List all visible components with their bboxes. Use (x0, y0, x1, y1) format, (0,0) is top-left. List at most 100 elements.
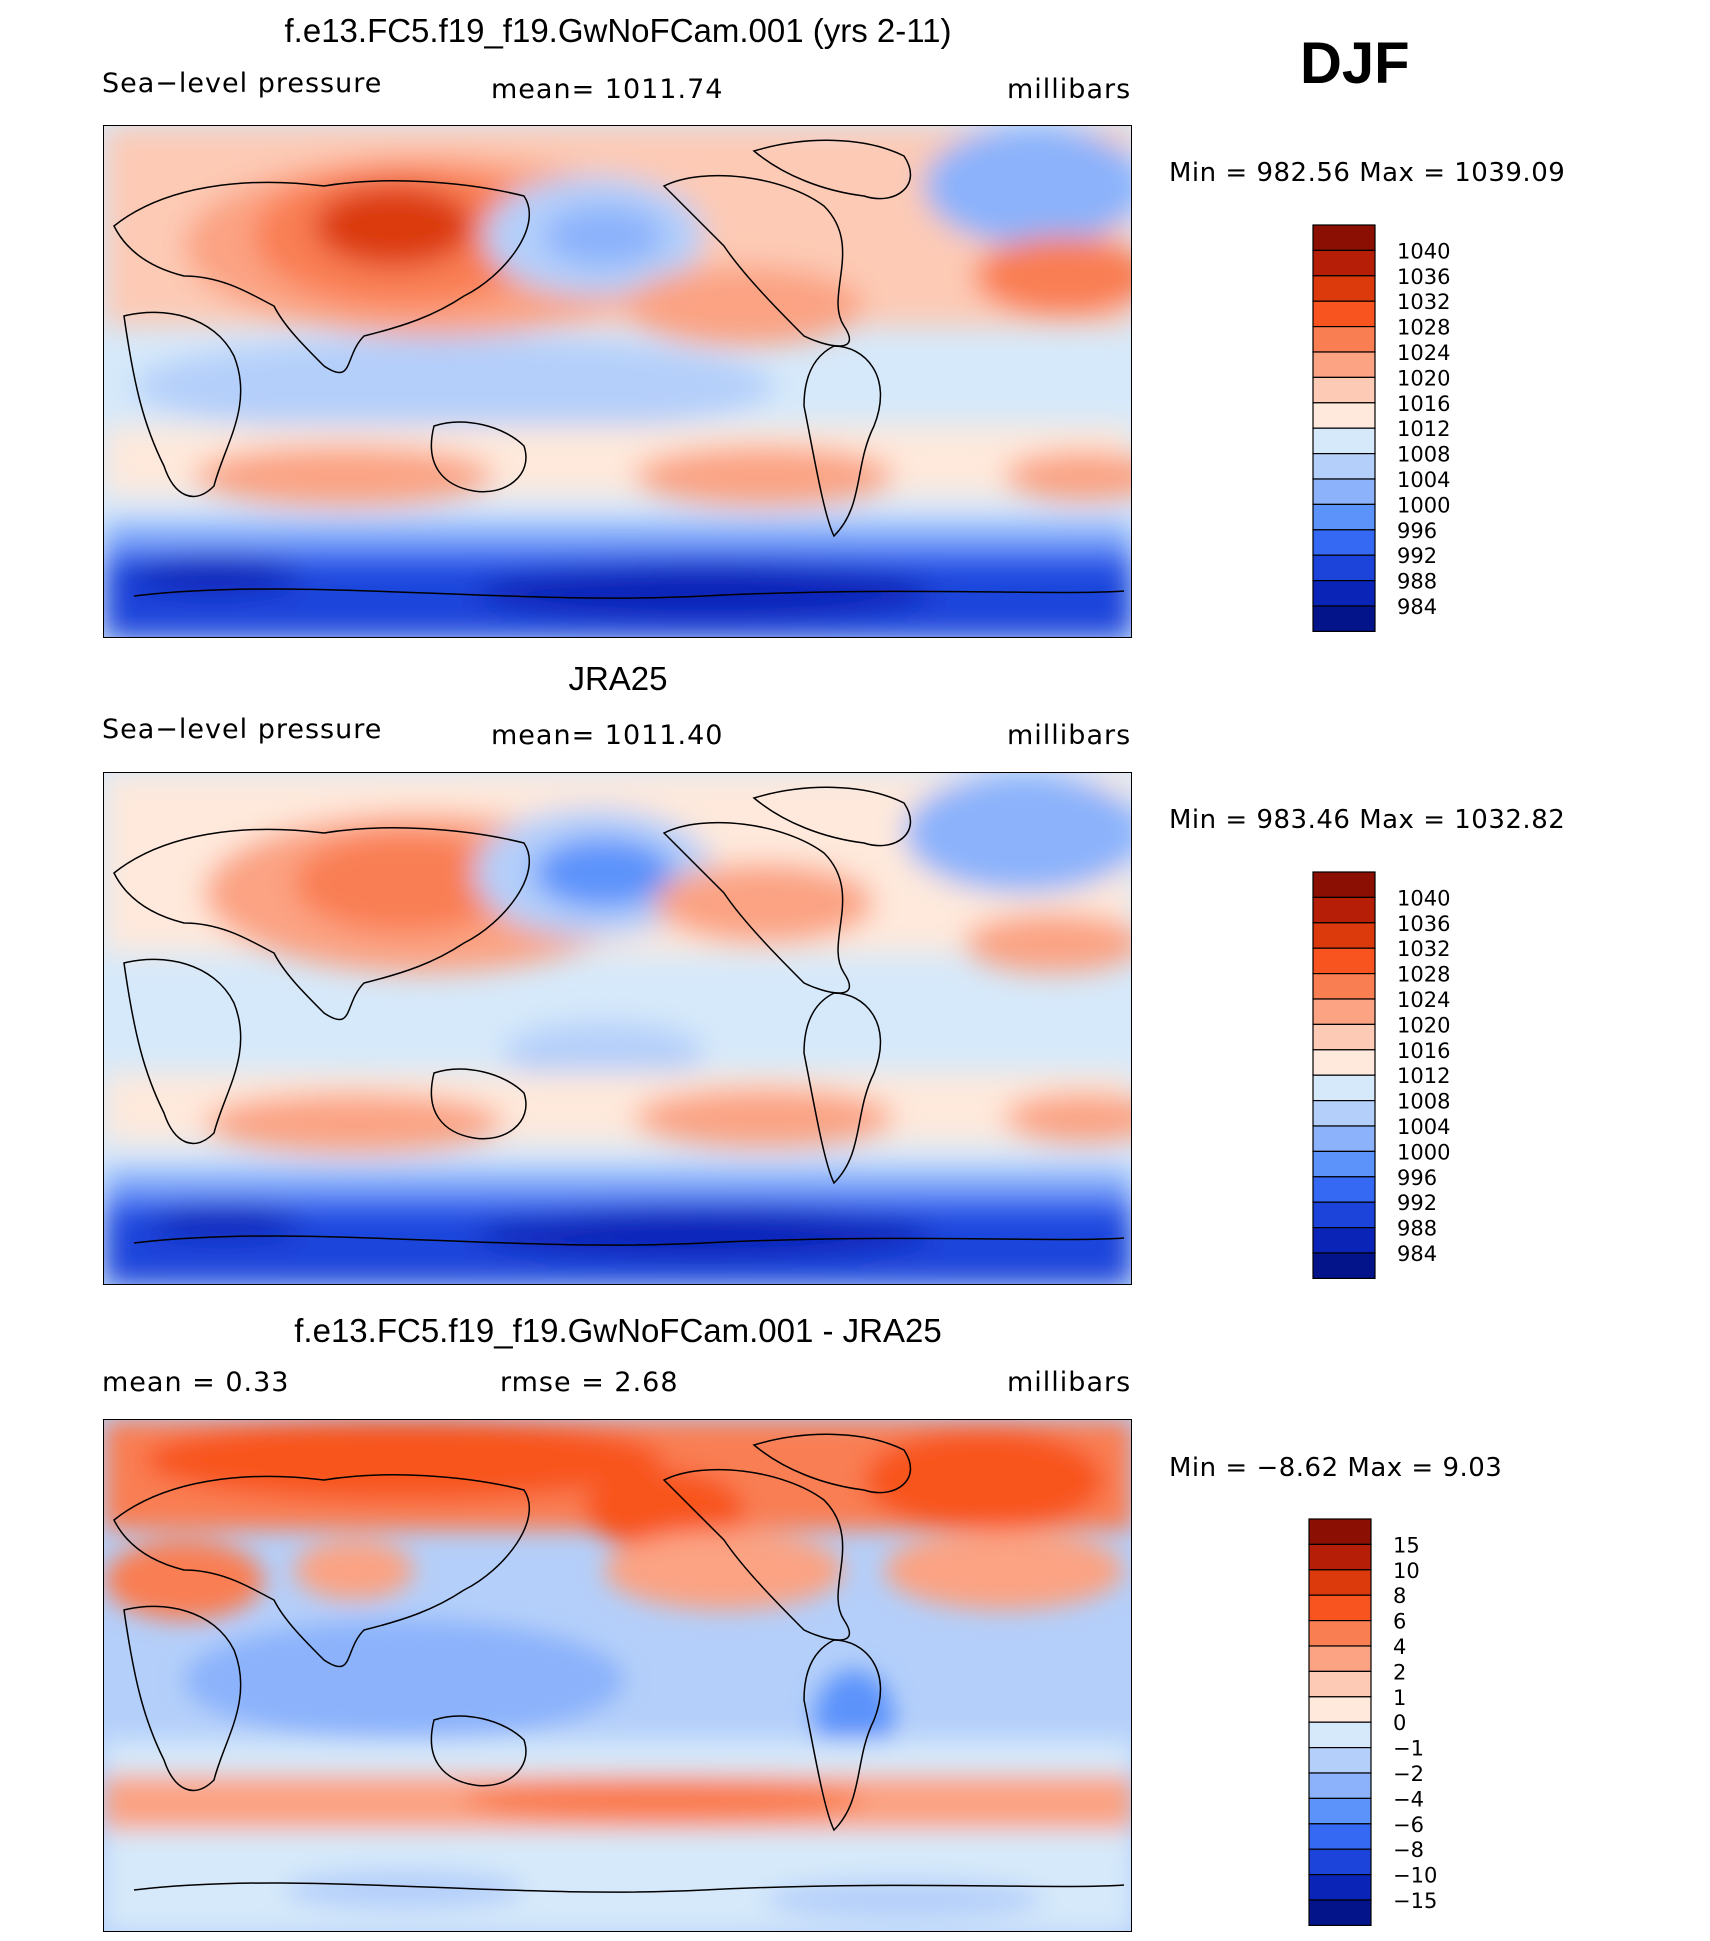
panel1-mean-label: mean= 1011.74 (491, 74, 724, 105)
colorbar-swatch (1308, 1670, 1372, 1698)
colorbar-tick-label: 992 (1397, 1191, 1437, 1215)
colorbar-tick-label: 10 (1393, 1559, 1420, 1583)
colorbar-swatch (1308, 1874, 1372, 1901)
colorbar-swatch (1312, 427, 1376, 455)
colorbar-tick-label: 1000 (1397, 493, 1450, 517)
panel3-map (103, 1419, 1132, 1932)
colorbar-tick-label: 1032 (1397, 937, 1450, 961)
colorbar-swatch (1312, 896, 1376, 924)
colorbar-swatch (1312, 453, 1376, 480)
colorbar-tick-label: 1036 (1397, 912, 1450, 936)
colorbar-swatch (1312, 1074, 1376, 1102)
colorbar-swatch (1312, 947, 1376, 975)
panel3-title: f.e13.FC5.f19_f19.GwNoFCam.001 - JRA25 (294, 1312, 942, 1349)
colorbar-swatch (1312, 1252, 1376, 1279)
colorbar-swatch (1312, 376, 1376, 404)
panel2-min-max: Min = 983.46 Max = 1032.82 (1169, 805, 1566, 835)
colorbar-swatch (1308, 1696, 1372, 1723)
colorbar-swatch (1312, 554, 1376, 582)
colorbar-tick-label: 1024 (1397, 988, 1450, 1012)
colorbar-swatch (1308, 1823, 1372, 1850)
colorbar-tick-label: 6 (1393, 1610, 1406, 1634)
colorbar-swatch (1308, 1848, 1372, 1876)
panel1-variable-label: Sea−level pressure (102, 68, 383, 99)
panel1-title: f.e13.FC5.f19_f19.GwNoFCam.001 (yrs 2-11… (284, 12, 952, 49)
colorbar-tick-label: −8 (1393, 1838, 1424, 1862)
panel2-variable-label: Sea−level pressure (102, 714, 383, 745)
colorbar-tick-label: 1028 (1397, 963, 1450, 987)
colorbar-swatch (1312, 351, 1376, 378)
colorbar-swatch (1312, 478, 1376, 505)
colorbar-tick-label: 1008 (1397, 1090, 1450, 1114)
colorbar-swatch (1308, 1594, 1372, 1622)
colorbar-tick-label: 8 (1393, 1584, 1406, 1608)
panel2-colorbar: 1040 1036 1032 1028 1024 1020 1016 1012 1008 1004… (1312, 871, 1463, 1283)
colorbar-swatch (1312, 1100, 1376, 1127)
colorbar-swatch (1312, 300, 1376, 328)
colorbar-tick-label: 996 (1397, 1166, 1437, 1190)
colorbar-swatch (1312, 605, 1376, 632)
season-label: DJF (1300, 31, 1410, 96)
colorbar-tick-label: 988 (1397, 570, 1437, 594)
colorbar-swatch (1308, 1721, 1372, 1749)
colorbar-tick-label: −1 (1393, 1737, 1424, 1761)
colorbar-tick-label: 1020 (1397, 1013, 1450, 1037)
colorbar-tick-label: 1028 (1397, 316, 1450, 340)
colorbar-swatch (1312, 503, 1376, 531)
panel3-mean-label: mean = 0.33 (102, 1367, 290, 1398)
colorbar-tick-label: 4 (1393, 1635, 1406, 1659)
panel1-colorbar: 1040 1036 1032 1028 1024 1020 1016 1012 1008 1004… (1312, 224, 1463, 636)
colorbar-swatch (1312, 1227, 1376, 1254)
colorbar-swatch (1312, 1125, 1376, 1152)
colorbar-swatch (1312, 998, 1376, 1025)
colorbar-tick-label: 1040 (1397, 886, 1450, 910)
colorbar-tick-label: −10 (1393, 1864, 1437, 1888)
panel3-units-label: millibars (1007, 1367, 1132, 1398)
panel2-mean-label: mean= 1011.40 (491, 720, 724, 751)
colorbar-tick-label: −4 (1393, 1787, 1424, 1811)
colorbar-tick-label: 984 (1397, 1242, 1437, 1266)
colorbar-swatch (1312, 972, 1376, 1000)
colorbar-swatch (1308, 1645, 1372, 1672)
colorbar-tick-label: 992 (1397, 544, 1437, 568)
panel3-colorbar: 15 10 8 6 4 2 1 0 −1 −2 −4 −6 −8 −10 −15 (1308, 1518, 1459, 1930)
colorbar-swatch (1312, 1201, 1376, 1229)
colorbar-swatch (1312, 224, 1376, 251)
colorbar-swatch (1308, 1543, 1372, 1571)
colorbar-swatch (1308, 1518, 1372, 1545)
colorbar-tick-label: −2 (1393, 1762, 1424, 1786)
colorbar-tick-label: 1008 (1397, 443, 1450, 467)
colorbar-tick-label: 2 (1393, 1660, 1406, 1684)
colorbar-swatch (1312, 1150, 1376, 1178)
colorbar-swatch (1308, 1569, 1372, 1596)
colorbar-swatch (1312, 249, 1376, 277)
panel2-units-label: millibars (1007, 720, 1132, 751)
colorbar-tick-label: 1004 (1397, 1115, 1450, 1139)
colorbar-tick-label: 1 (1393, 1686, 1406, 1710)
colorbar-tick-label: 1000 (1397, 1140, 1450, 1164)
colorbar-tick-label: 1012 (1397, 1064, 1450, 1088)
colorbar-tick-label: 1036 (1397, 265, 1450, 289)
colorbar-swatch (1312, 922, 1376, 949)
colorbar-tick-label: 1040 (1397, 239, 1450, 263)
panel3-min-max: Min = −8.62 Max = 9.03 (1169, 1453, 1503, 1483)
colorbar-swatch (1312, 1049, 1376, 1076)
colorbar-tick-label: −15 (1393, 1889, 1437, 1913)
colorbar-swatch (1308, 1772, 1372, 1799)
colorbar-swatch (1308, 1797, 1372, 1825)
colorbar-swatch (1312, 529, 1376, 556)
colorbar-tick-label: 1016 (1397, 392, 1450, 416)
panel3-rmse-label: rmse = 2.68 (500, 1367, 679, 1398)
colorbar-tick-label: 1032 (1397, 290, 1450, 314)
colorbar-tick-label: 1012 (1397, 417, 1450, 441)
colorbar-svg: 1040103610321028102410201016101210081004… (1312, 871, 1450, 1279)
colorbar-swatch (1312, 402, 1376, 429)
colorbar-tick-label: 984 (1397, 595, 1437, 619)
colorbar-swatch (1308, 1619, 1372, 1647)
colorbar-tick-label: 1024 (1397, 341, 1450, 365)
colorbar-swatch (1312, 1176, 1376, 1203)
colorbar-tick-label: −6 (1393, 1813, 1424, 1837)
colorbar-tick-label: 1020 (1397, 366, 1450, 390)
colorbar-swatch (1312, 325, 1376, 353)
